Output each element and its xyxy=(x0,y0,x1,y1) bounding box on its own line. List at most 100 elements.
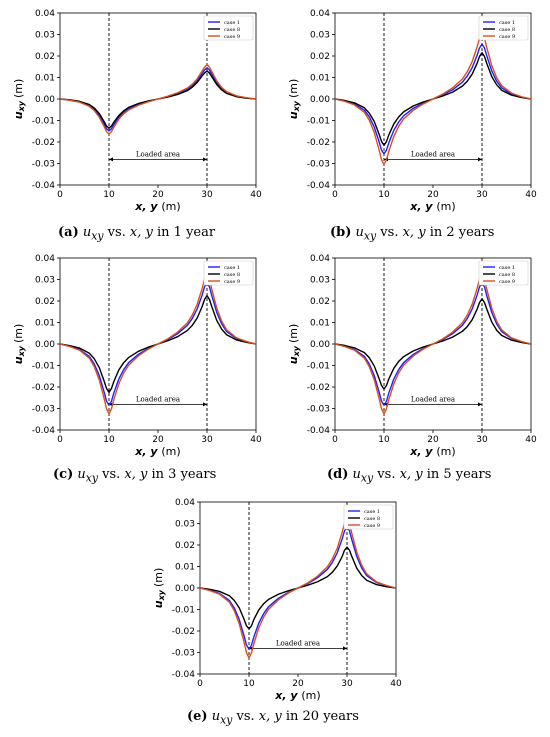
y-tick-label: -0.02 xyxy=(307,383,330,393)
y-tick-label: -0.01 xyxy=(307,117,330,127)
caption-rest: in 2 years xyxy=(429,225,495,240)
y-tick-label: 0.00 xyxy=(310,95,330,105)
loaded-area-label: Loaded area xyxy=(411,150,455,158)
legend-label: case 9 xyxy=(499,279,515,285)
legend-label: case 8 xyxy=(224,27,240,33)
series-line-case-9 xyxy=(59,273,257,415)
caption-d: (d) uxy vs. x, y in 5 years xyxy=(327,467,491,485)
y-tick-label: 0.04 xyxy=(35,254,55,264)
x-tick-label: 40 xyxy=(250,435,262,445)
x-tick-label: 20 xyxy=(427,435,439,445)
y-axis-label: uxy(m) xyxy=(12,324,26,365)
arrow-head-right xyxy=(478,402,482,407)
x-tick-label: 10 xyxy=(243,679,255,689)
y-tick-label: 0.01 xyxy=(175,563,195,573)
legend-label: case 1 xyxy=(224,20,240,26)
caption-tag: (e) xyxy=(187,709,208,724)
y-tick-label: -0.01 xyxy=(172,606,195,616)
x-tick-label: 10 xyxy=(103,190,115,200)
caption-tag: (b) xyxy=(330,225,352,240)
y-tick-label: -0.03 xyxy=(32,405,55,415)
caption-tag: (d) xyxy=(327,467,349,482)
y-axis-label: uxy(m) xyxy=(152,568,166,609)
arrow-head-right xyxy=(478,157,482,162)
x-axis-label: x, y (m) xyxy=(134,200,180,213)
y-tick-label: 0.01 xyxy=(310,74,330,84)
y-tick-label: 0.00 xyxy=(175,584,195,594)
x-tick-label: 40 xyxy=(525,435,537,445)
legend-label: case 1 xyxy=(499,20,515,26)
caption-a: (a) uxy vs. x, y in 1 year xyxy=(58,225,215,243)
y-tick-label: 0.02 xyxy=(175,541,195,551)
caption-xvars: x, y xyxy=(129,225,153,240)
legend-label: case 9 xyxy=(224,279,240,285)
legend-label: case 9 xyxy=(499,34,515,40)
x-tick-label: 30 xyxy=(476,435,488,445)
loaded-area-label: Loaded area xyxy=(136,395,180,403)
x-tick-label: 30 xyxy=(201,190,213,200)
x-tick-label: 0 xyxy=(57,435,63,445)
loaded-area-label: Loaded area xyxy=(136,150,180,158)
series-line-case-9 xyxy=(199,517,397,659)
x-tick-label: 0 xyxy=(57,190,63,200)
caption-var: u xyxy=(82,225,92,240)
x-axis-label: x, y (m) xyxy=(274,689,320,702)
caption-rest: in 20 years xyxy=(285,709,359,724)
x-axis-unit: (m) xyxy=(161,445,180,458)
x-tick-label: 30 xyxy=(341,679,353,689)
y-axis-label-group: uxy(m) xyxy=(287,324,301,365)
caption-var: u xyxy=(211,709,221,724)
legend-label: case 8 xyxy=(364,516,380,522)
caption-sub: xy xyxy=(363,229,377,243)
x-axis-unit: (m) xyxy=(161,200,180,213)
legend-label: case 8 xyxy=(499,27,515,33)
x-axis-label: x, y (m) xyxy=(134,445,180,458)
x-tick-label: 20 xyxy=(292,679,304,689)
caption-sub: xy xyxy=(91,229,104,243)
y-tick-label: 0.02 xyxy=(310,52,330,62)
x-axis-label: x, y (m) xyxy=(409,445,455,458)
x-tick-label: 30 xyxy=(476,190,488,200)
caption-rest: in 5 years xyxy=(426,467,492,482)
caption-rest: in 1 year xyxy=(157,225,216,240)
caption-tag: (c) xyxy=(53,467,74,482)
x-tick-label: 10 xyxy=(378,190,390,200)
y-axis-label: uxy(m) xyxy=(287,79,301,120)
x-tick-label: 0 xyxy=(197,679,203,689)
caption-sub: xy xyxy=(360,471,374,485)
caption-sub: xy xyxy=(220,713,233,727)
y-axis-subscript: xy xyxy=(157,589,166,601)
series-line-case-9 xyxy=(334,273,532,415)
chart-a-svg: 0 10 20 30 40 -0.04 -0.03 -0.02 -0.01 0.00 0.01 0.0… xyxy=(12,9,262,213)
chart-d-svg: 0 10 20 30 40 -0.04 -0.03 -0.02 -0.01 0.00 0.01 0.0… xyxy=(287,254,537,458)
y-tick-label: 0.03 xyxy=(35,276,55,286)
y-axis-subscript: xy xyxy=(292,345,301,357)
caption-rest: in 3 years xyxy=(151,467,217,482)
caption-tag: (a) xyxy=(58,225,79,240)
arrow-head-right xyxy=(203,402,207,407)
caption-xvars: x, y xyxy=(402,225,426,240)
y-axis-subscript: xy xyxy=(17,100,26,112)
y-tick-label: -0.01 xyxy=(32,117,55,127)
x-tick-label: 40 xyxy=(525,190,537,200)
y-axis-label: uxy(m) xyxy=(12,79,26,120)
x-tick-label: 20 xyxy=(152,435,164,445)
caption-vs: vs. xyxy=(236,709,255,724)
y-tick-label: 0.03 xyxy=(175,520,195,530)
y-tick-label: 0.04 xyxy=(35,9,55,19)
y-tick-label: -0.01 xyxy=(307,362,330,372)
x-axis-label: x, y (m) xyxy=(409,200,455,213)
caption-vs: vs. xyxy=(380,225,399,240)
y-tick-label: 0.04 xyxy=(310,9,330,19)
x-tick-label: 20 xyxy=(427,190,439,200)
chart-panel-c: 0 10 20 30 40 -0.04 -0.03 -0.02 -0.01 0.00 0.01 0.0… xyxy=(0,245,275,495)
y-tick-label: -0.02 xyxy=(172,627,195,637)
y-tick-label: 0.03 xyxy=(35,31,55,41)
legend-label: case 1 xyxy=(364,509,380,515)
x-tick-label: 10 xyxy=(103,435,115,445)
caption-c: (c) uxy vs. x, y in 3 years xyxy=(53,467,216,485)
legend-label: case 8 xyxy=(499,272,515,278)
x-tick-label: 0 xyxy=(332,435,338,445)
x-tick-label: 40 xyxy=(250,190,262,200)
chart-e-svg: 0 10 20 30 40 -0.04 -0.03 -0.02 -0.01 0.00 0.01 0.0… xyxy=(152,498,402,702)
